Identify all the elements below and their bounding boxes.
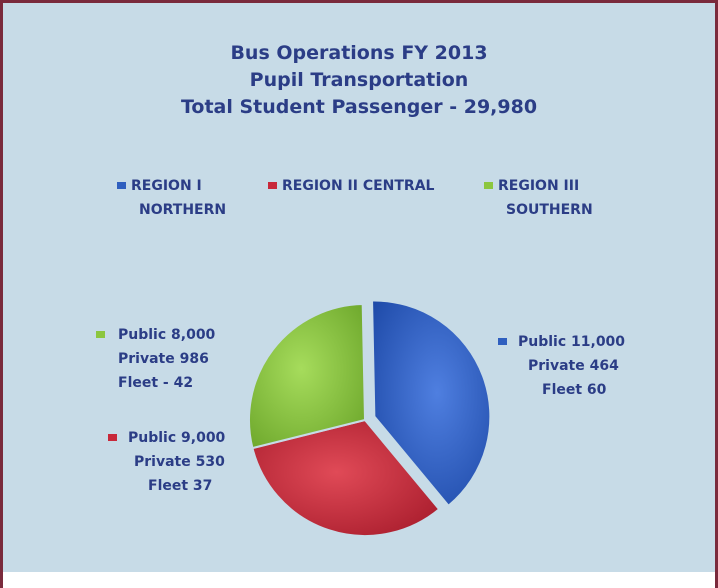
data-label-region-3-private: Private 986	[118, 351, 209, 367]
data-label-region-2-fleet: Fleet 37	[148, 478, 213, 494]
legend-item-region-1: REGION I NORTHERN	[117, 174, 226, 222]
data-label-region-2: Public 9,000 Private 530 Fleet 37	[108, 426, 225, 498]
data-label-swatch-region-1	[498, 338, 507, 345]
legend-item-region-2: REGION II CENTRAL	[268, 174, 434, 198]
bottom-strip	[3, 572, 715, 588]
data-label-region-3-fleet: Fleet - 42	[118, 375, 194, 391]
legend-swatch-region-1	[117, 182, 126, 189]
data-label-region-1-private: Private 464	[528, 358, 619, 374]
data-label-region-2-public: Public 9,000	[128, 430, 226, 446]
legend-item-region-3: REGION III SOUTHERN	[484, 174, 593, 222]
legend-label-region-3: REGION III	[498, 178, 580, 194]
data-label-region-1-fleet: Fleet 60	[542, 382, 607, 398]
chart-title: Bus Operations FY 2013	[230, 42, 488, 64]
chart-subtitle-total: Total Student Passenger - 29,980	[180, 96, 538, 118]
legend-label-region-1: REGION I	[131, 178, 202, 194]
data-label-swatch-region-3	[96, 331, 105, 338]
data-label-swatch-region-2	[108, 434, 117, 441]
chart-subtitle: Pupil Transportation	[249, 69, 469, 91]
chart-title-block: Bus Operations FY 2013 Pupil Transportat…	[0, 40, 718, 121]
legend-sublabel-region-1: NORTHERN	[139, 202, 227, 218]
pie-slice-region-2	[251, 418, 441, 537]
legend-swatch-region-3	[484, 182, 493, 189]
data-label-region-1: Public 11,000 Private 464 Fleet 60	[498, 330, 625, 402]
data-label-region-1-public: Public 11,000	[518, 334, 626, 350]
data-label-region-3-public: Public 8,000	[118, 327, 216, 343]
pie-slice-region-1	[371, 299, 492, 508]
pie-slice-region-3	[248, 303, 367, 450]
data-label-region-2-private: Private 530	[134, 454, 225, 470]
data-label-region-3: Public 8,000 Private 986 Fleet - 42	[96, 323, 215, 395]
legend-sublabel-region-3: SOUTHERN	[506, 202, 593, 218]
legend-label-region-2: REGION II CENTRAL	[282, 178, 435, 194]
legend-swatch-region-2	[268, 182, 277, 189]
